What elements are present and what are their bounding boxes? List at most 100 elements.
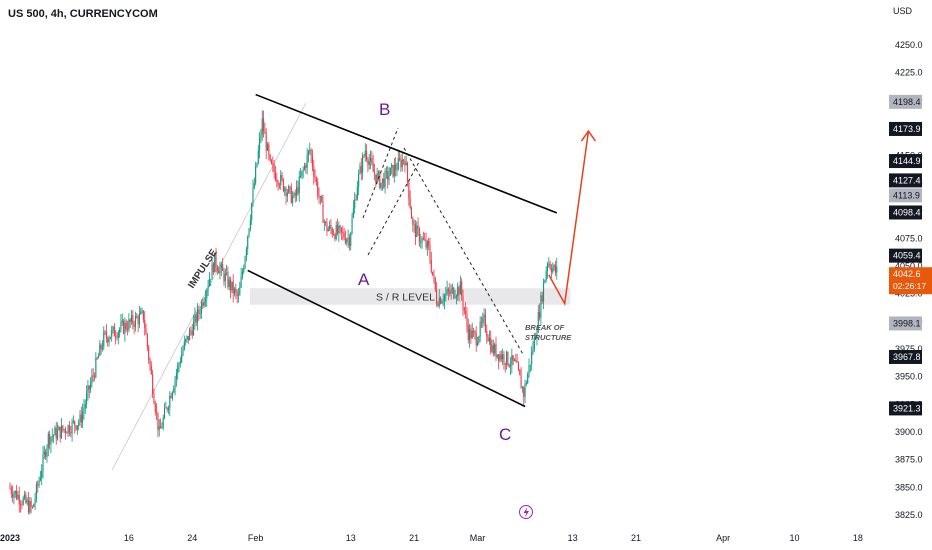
candle-body-208 — [284, 188, 286, 191]
candle-body-371 — [499, 354, 501, 361]
last-price-countdown: 02:26:17 — [893, 281, 926, 291]
candle-body-315 — [425, 239, 427, 248]
candle-body-177 — [243, 267, 245, 273]
candle-body-78 — [112, 326, 114, 330]
price-badge-9: 3921.3 — [893, 403, 921, 413]
candle-body-199 — [272, 163, 274, 165]
candle-body-252 — [342, 231, 344, 233]
candle-body-169 — [232, 281, 234, 294]
candle-body-13 — [26, 500, 28, 503]
candle-body-119 — [166, 407, 168, 410]
candle-body-104 — [146, 334, 148, 347]
candle-body-381 — [512, 355, 514, 361]
price-badge-bg-1 — [889, 121, 922, 136]
candle-body-339 — [457, 286, 459, 297]
candle-body-360 — [484, 314, 486, 331]
candle-body-18 — [33, 504, 35, 508]
candle-body-323 — [436, 289, 438, 305]
candle-body-267 — [362, 155, 364, 173]
candle-body-65 — [95, 357, 97, 378]
candle-body-376 — [506, 351, 508, 365]
candle-body-405 — [544, 280, 546, 283]
candle-body-56 — [83, 407, 85, 412]
candle-body-54 — [80, 414, 82, 423]
price-badge-6: 4059.4 — [893, 251, 921, 261]
candle-body-406 — [545, 270, 547, 281]
candle-body-191 — [261, 118, 263, 135]
candle-body-144 — [199, 313, 201, 315]
candle-body-281 — [380, 182, 382, 188]
candle-body-61 — [90, 383, 92, 390]
candle-body-127 — [177, 365, 179, 374]
candle-body-172 — [236, 291, 238, 297]
candle-body-319 — [430, 259, 432, 272]
candle-body-163 — [224, 273, 226, 282]
time-tick-5: 21 — [409, 533, 419, 543]
candle-body-168 — [231, 281, 233, 291]
candle-body-273 — [369, 157, 372, 162]
candle-body-203 — [277, 181, 279, 186]
candle-body-183 — [251, 203, 253, 220]
candle-body-311 — [420, 242, 422, 243]
candle-body-217 — [296, 187, 298, 196]
candle-body-186 — [255, 166, 257, 184]
candle-body-268 — [363, 155, 365, 157]
candle-body-88 — [125, 322, 127, 329]
candle-body-202 — [276, 180, 278, 182]
candle-body-247 — [335, 225, 337, 239]
candle-body-197 — [269, 154, 271, 160]
candle-body-2 — [12, 493, 14, 498]
candle-body-139 — [193, 321, 195, 336]
candle-body-368 — [495, 344, 497, 358]
candle-body-358 — [482, 317, 484, 324]
candle-body-259 — [351, 217, 353, 234]
candle-body-195 — [266, 144, 269, 151]
candle-body-331 — [446, 289, 448, 294]
candle-body-213 — [290, 186, 292, 203]
candle-body-99 — [140, 311, 142, 315]
candle-body-385 — [517, 362, 520, 370]
candle-body-66 — [96, 357, 98, 359]
candle-body-337 — [454, 297, 456, 299]
candle-body-80 — [115, 336, 117, 338]
candle-body-234 — [318, 195, 320, 198]
candle-body-151 — [208, 279, 210, 287]
price-badge-bg-8 — [889, 349, 922, 364]
price-tick-15: 3875.0 — [895, 455, 923, 465]
candle-body-19 — [34, 498, 36, 505]
candle-body-160 — [220, 264, 222, 269]
candle-body-159 — [219, 268, 221, 274]
candle-body-176 — [241, 272, 243, 277]
candle-body-345 — [465, 310, 467, 314]
candle-body-209 — [285, 188, 287, 197]
candle-body-71 — [103, 331, 105, 347]
candle-body-262 — [355, 199, 357, 201]
candle-body-210 — [286, 192, 288, 197]
candle-body-299 — [404, 161, 406, 166]
candle-body-211 — [288, 186, 290, 193]
candles-layer — [9, 110, 558, 515]
candle-body-280 — [379, 172, 381, 188]
candle-body-37 — [58, 426, 60, 431]
sr-level-label: S / R LEVEL — [376, 291, 435, 303]
candle-body-28 — [46, 447, 48, 457]
candle-body-206 — [281, 175, 283, 179]
candle-body-402 — [540, 295, 542, 318]
candle-body-322 — [434, 277, 436, 290]
candle-body-112 — [157, 412, 159, 430]
channel-lower-line — [247, 269, 526, 408]
candle-body-333 — [449, 291, 451, 294]
candle-body-207 — [282, 178, 284, 191]
candle-body-251 — [340, 227, 343, 232]
candle-body-290 — [392, 164, 394, 177]
candle-body-396 — [532, 349, 534, 352]
time-tick-1: 16 — [124, 533, 134, 543]
candle-body-400 — [537, 312, 539, 333]
candle-body-81 — [116, 337, 118, 338]
candle-body-354 — [476, 342, 479, 346]
candle-body-257 — [348, 237, 350, 246]
sr-zone-band — [250, 288, 570, 305]
candle-body-222 — [302, 169, 304, 171]
